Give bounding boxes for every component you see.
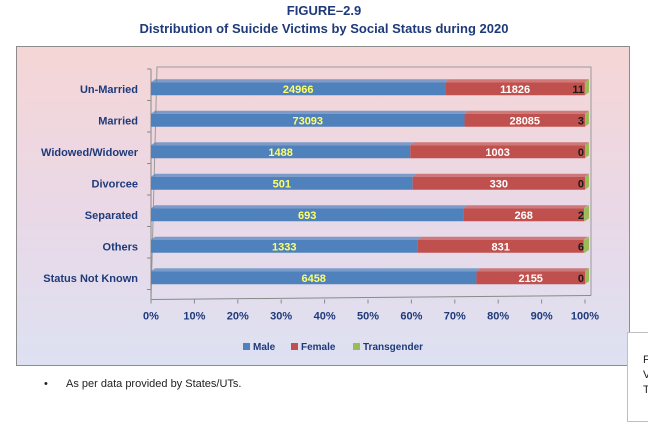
data-label-transgender: 2 bbox=[578, 210, 584, 222]
bar-top-face-male bbox=[151, 79, 449, 82]
x-tick-label: 0% bbox=[143, 311, 159, 323]
data-label-male: 1488 bbox=[268, 147, 292, 159]
data-label-female: 11826 bbox=[500, 84, 530, 96]
bar-top-face-male bbox=[151, 237, 422, 240]
bar-segment-transgender bbox=[584, 208, 585, 221]
data-label-male: 693 bbox=[298, 210, 316, 222]
chart-title: Distribution of Suicide Victims by Socia… bbox=[0, 21, 648, 36]
data-label-transgender: 3 bbox=[578, 115, 584, 127]
x-tick-label: 10% bbox=[183, 311, 205, 323]
chart-area: 0% 10% 20% 30% 40% 50% 60% 70% 80% 90% 100% Un-Marr… bbox=[16, 46, 630, 366]
x-tick-label: 50% bbox=[357, 311, 379, 323]
data-label-female: 28085 bbox=[509, 115, 540, 127]
x-tick-label: 30% bbox=[270, 311, 292, 323]
data-label-male: 6458 bbox=[301, 273, 325, 285]
bar-top-face-female bbox=[476, 268, 589, 271]
category-label: Others bbox=[103, 241, 138, 253]
legend-label-female: Female bbox=[301, 342, 336, 353]
footnote-text: As per data provided by States/UTs. bbox=[66, 378, 241, 390]
legend-label-transgender: Transgender bbox=[363, 342, 423, 353]
category-label: Status Not Known bbox=[43, 273, 138, 285]
data-label-transgender: 0 bbox=[578, 147, 584, 159]
legend-swatch-male bbox=[243, 343, 250, 350]
bar-top-face-female bbox=[465, 111, 589, 114]
category-label: Divorcee bbox=[92, 178, 138, 190]
bullet-icon: • bbox=[44, 378, 66, 390]
side-fragment-line: F bbox=[643, 353, 648, 368]
category-label: Married bbox=[98, 115, 138, 127]
figure-label: FIGURE–2.9 bbox=[0, 3, 648, 18]
bar-top-face-male bbox=[151, 268, 480, 271]
bar-top-face-male bbox=[151, 174, 417, 177]
legend-swatch-female bbox=[291, 343, 298, 350]
bar-top-face-female bbox=[463, 205, 588, 208]
data-label-female: 831 bbox=[492, 241, 510, 253]
x-axis-line bbox=[151, 296, 591, 300]
data-label-transgender: 0 bbox=[578, 273, 584, 285]
x-tick-label: 90% bbox=[531, 311, 553, 323]
side-fragment-line: T bbox=[643, 383, 648, 398]
x-tick-label: 70% bbox=[444, 311, 466, 323]
data-label-female: 268 bbox=[515, 210, 533, 222]
data-label-female: 2155 bbox=[518, 273, 542, 285]
x-tick-label: 20% bbox=[227, 311, 249, 323]
bar-top-face-female bbox=[418, 237, 588, 240]
bar-top-face-female bbox=[410, 142, 589, 145]
data-label-male: 1333 bbox=[272, 241, 296, 253]
side-fragment-line: V bbox=[643, 368, 648, 383]
data-label-male: 73093 bbox=[292, 115, 323, 127]
bar-top-face-female bbox=[413, 174, 589, 177]
legend-swatch-transgender bbox=[353, 343, 360, 350]
data-label-female: 1003 bbox=[485, 147, 509, 159]
data-label-male: 501 bbox=[273, 178, 291, 190]
bar-top-face-male bbox=[151, 205, 467, 208]
category-label: Separated bbox=[85, 210, 138, 222]
data-label-male: 24966 bbox=[283, 84, 314, 96]
bar-top-face-male bbox=[151, 142, 414, 145]
x-tick-label: 80% bbox=[487, 311, 509, 323]
side-panel-fragment: F V T bbox=[627, 332, 648, 422]
bar-top-face-female bbox=[445, 79, 588, 82]
stacked-bar-chart: 0% 10% 20% 30% 40% 50% 60% 70% 80% 90% 100% Un-Marr… bbox=[17, 47, 631, 367]
category-label: Un-Married bbox=[80, 84, 138, 96]
data-label-transgender: 0 bbox=[578, 178, 584, 190]
footnote: •As per data provided by States/UTs. bbox=[44, 378, 241, 390]
x-tick-label: 40% bbox=[314, 311, 336, 323]
x-tick-label: 100% bbox=[571, 311, 599, 323]
x-tick-label: 60% bbox=[400, 311, 422, 323]
category-label: Widowed/Widower bbox=[41, 147, 139, 159]
data-label-transgender: 11 bbox=[572, 84, 584, 96]
data-label-female: 330 bbox=[490, 178, 508, 190]
legend-label-male: Male bbox=[253, 342, 276, 353]
bar-top-face-male bbox=[151, 111, 469, 114]
data-label-transgender: 6 bbox=[578, 241, 584, 253]
